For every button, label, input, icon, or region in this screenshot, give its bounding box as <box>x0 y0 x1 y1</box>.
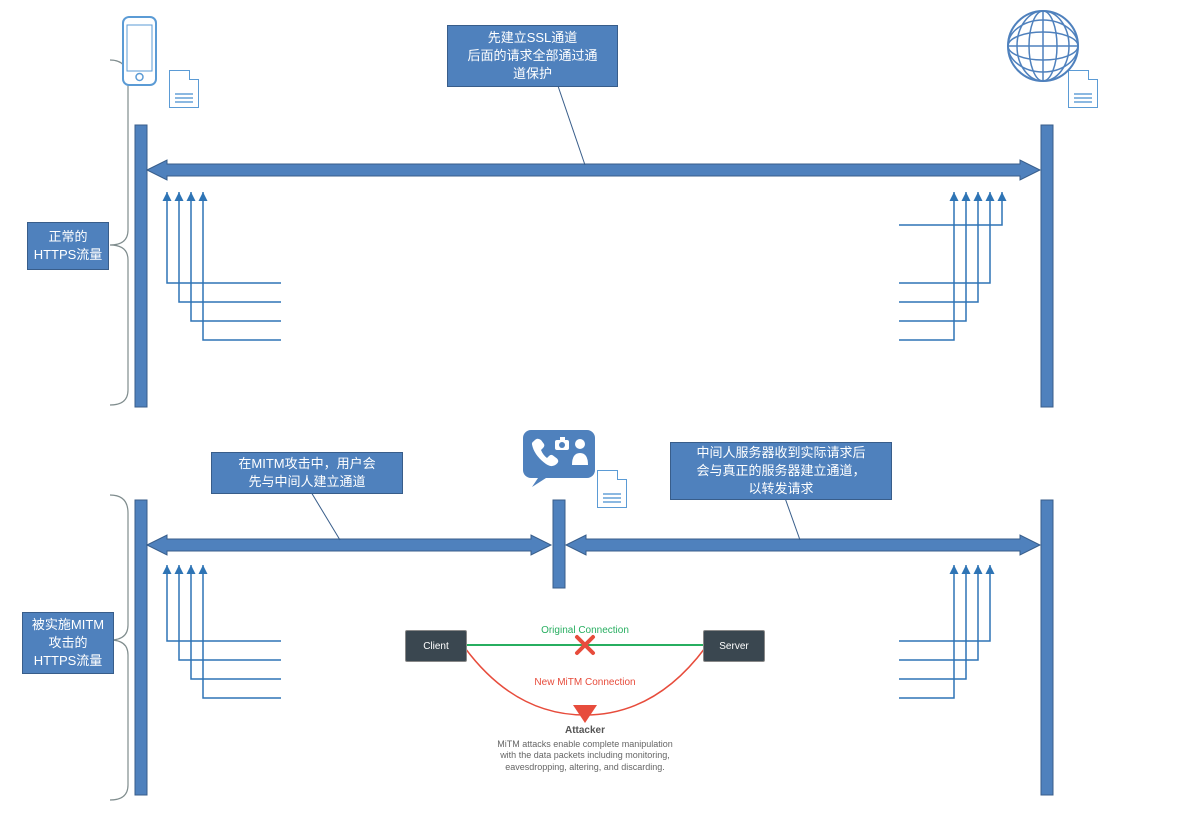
callout-ssl: 先建立SSL通道 后面的请求全部通过通 道保护 <box>447 25 618 87</box>
label-normal: 正常的 HTTPS流量 <box>27 222 109 270</box>
tunnel-top <box>147 160 1040 180</box>
arrows-top-left <box>167 192 281 340</box>
lifeline-client-top <box>135 125 147 407</box>
callout-tail-ssl <box>558 86 585 165</box>
callout-tail-mitm-left <box>311 492 340 540</box>
label-normal-text: 正常的 HTTPS流量 <box>34 228 103 264</box>
mitm-client-node: Client <box>405 630 467 662</box>
mitm-desc: MiTM attacks enable complete manipulatio… <box>495 739 675 773</box>
phone-icon <box>117 15 162 90</box>
new-conn-label: New MiTM Connection <box>534 677 635 688</box>
callout-tail-mitm-right <box>785 498 800 540</box>
globe-icon <box>1004 7 1082 85</box>
callout-mitm-right-text: 中间人服务器收到实际请求后 会与真正的服务器建立通道， 以转发请求 <box>696 444 865 499</box>
attacker-label: Attacker <box>405 725 765 736</box>
callout-ssl-text: 先建立SSL通道 后面的请求全部通过通 道保护 <box>467 29 597 84</box>
document-icon-3 <box>597 470 627 508</box>
label-mitm: 被实施MITM 攻击的 HTTPS流量 <box>22 612 114 674</box>
callout-mitm-right: 中间人服务器收到实际请求后 会与真正的服务器建立通道， 以转发请求 <box>670 442 892 500</box>
label-mitm-text: 被实施MITM 攻击的 HTTPS流量 <box>32 616 104 671</box>
document-icon-1 <box>169 70 199 108</box>
original-conn-label: Original Connection <box>541 625 629 636</box>
lifeline-server-bot <box>1041 500 1053 795</box>
callout-mitm-left-text: 在MITM攻击中，用户会 先与中间人建立通道 <box>238 455 375 491</box>
lifeline-client-bot <box>135 500 147 795</box>
mitm-subdiagram: Original Connection New MiTM Connection … <box>405 615 765 815</box>
mitm-server-node: Server <box>703 630 765 662</box>
arrows-top-right <box>899 192 1002 340</box>
arrows-bottom-left <box>167 565 281 698</box>
lifeline-server-top <box>1041 125 1053 407</box>
lifeline-mid-bot <box>553 500 565 588</box>
tunnel-bottom-right <box>566 535 1040 555</box>
mitm-icon <box>520 427 598 489</box>
bracket-top <box>110 60 128 405</box>
arrows-bottom-right <box>899 565 990 698</box>
tunnel-bottom-left <box>147 535 551 555</box>
callout-mitm-left: 在MITM攻击中，用户会 先与中间人建立通道 <box>211 452 403 494</box>
